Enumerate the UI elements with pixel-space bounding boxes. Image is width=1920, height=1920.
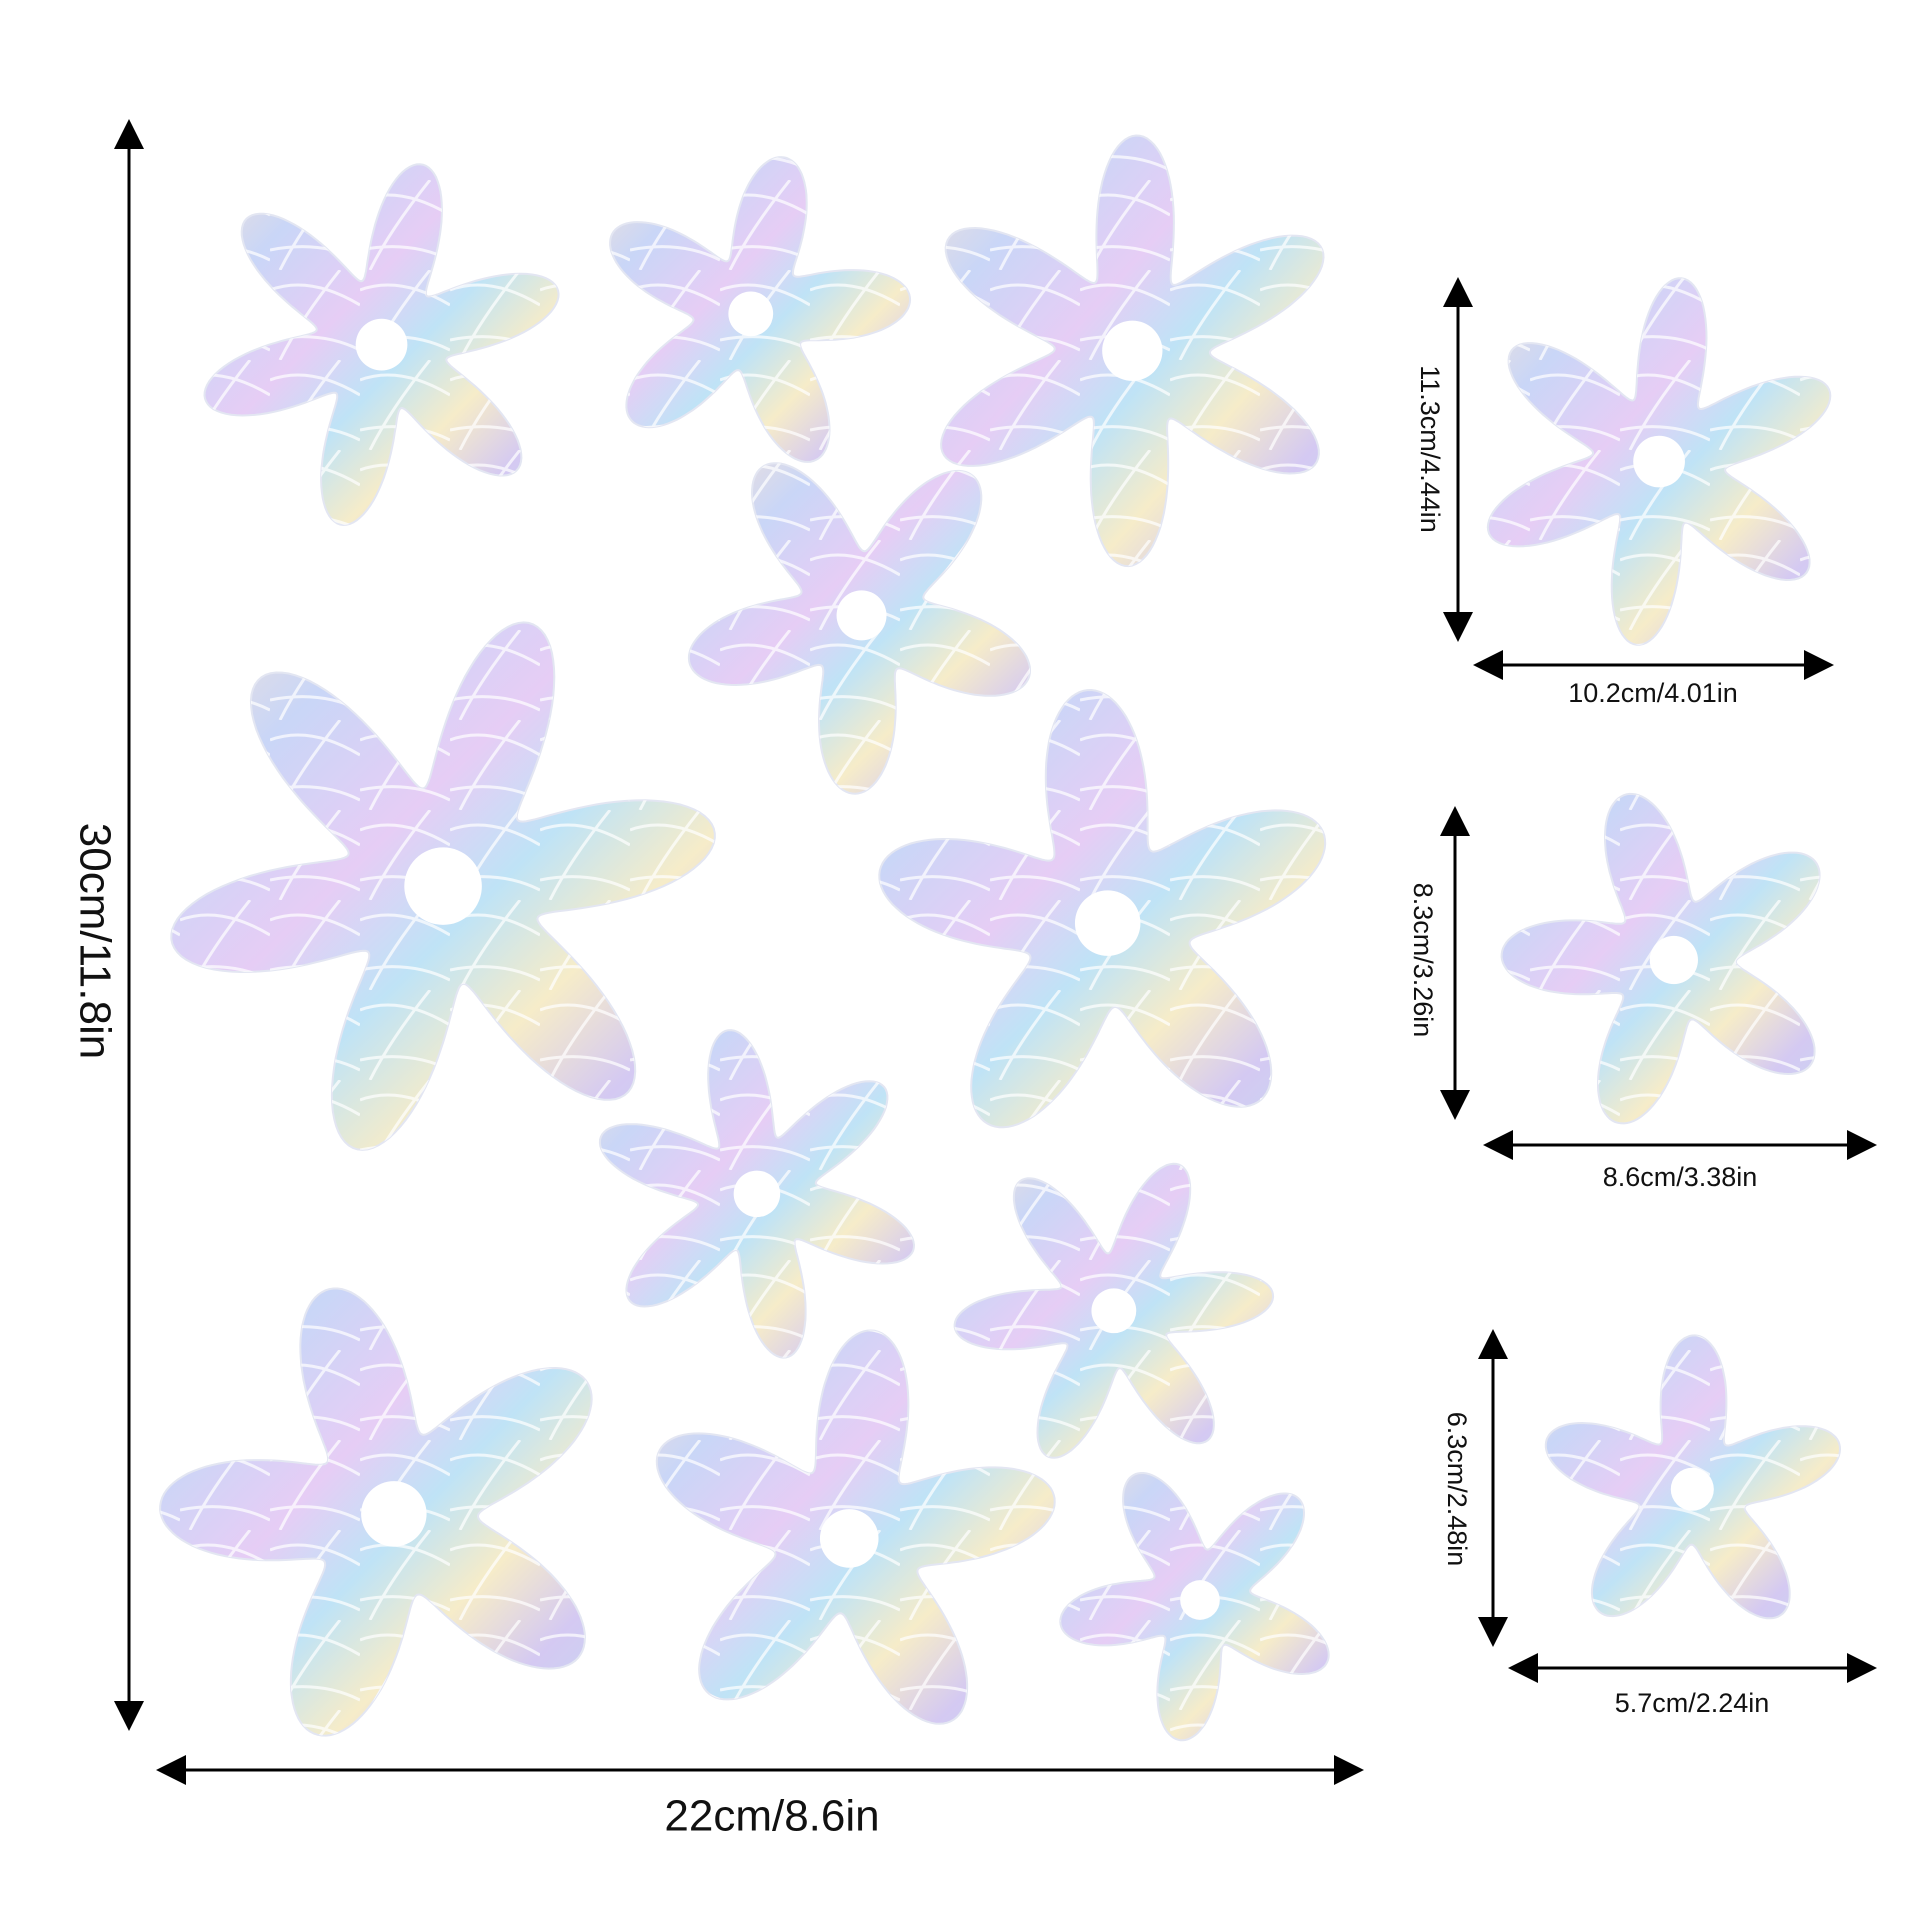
flower-hole <box>355 318 408 371</box>
height-label: 30cm/11.8in <box>70 823 119 1059</box>
size-width-label: 8.6cm/3.38in <box>1603 1162 1758 1192</box>
size-height-label: 6.3cm/2.48in <box>1442 1412 1472 1567</box>
size-height-label: 11.3cm/4.44in <box>1415 365 1445 533</box>
flower-hole <box>836 590 887 641</box>
flower-hole <box>1670 1467 1714 1511</box>
size-width-label: 5.7cm/2.24in <box>1615 1688 1770 1718</box>
flower-hole <box>819 1509 879 1568</box>
flower-hole <box>1102 320 1163 381</box>
flower-hole <box>1180 1580 1220 1620</box>
flower-hole <box>733 1170 781 1218</box>
flower-hole <box>728 291 774 337</box>
flower-hole <box>1091 1288 1137 1334</box>
width-label: 22cm/8.6in <box>664 1792 879 1841</box>
flower-hole <box>1633 435 1685 488</box>
flower-hole <box>404 847 482 925</box>
size-width-label: 10.2cm/4.01in <box>1568 678 1738 708</box>
size-height-label: 8.3cm/3.26in <box>1408 883 1438 1038</box>
flower-hole <box>1074 890 1141 956</box>
flower-hole <box>1649 935 1698 985</box>
flowers <box>159 134 1842 1742</box>
flower-hole <box>361 1481 427 1547</box>
